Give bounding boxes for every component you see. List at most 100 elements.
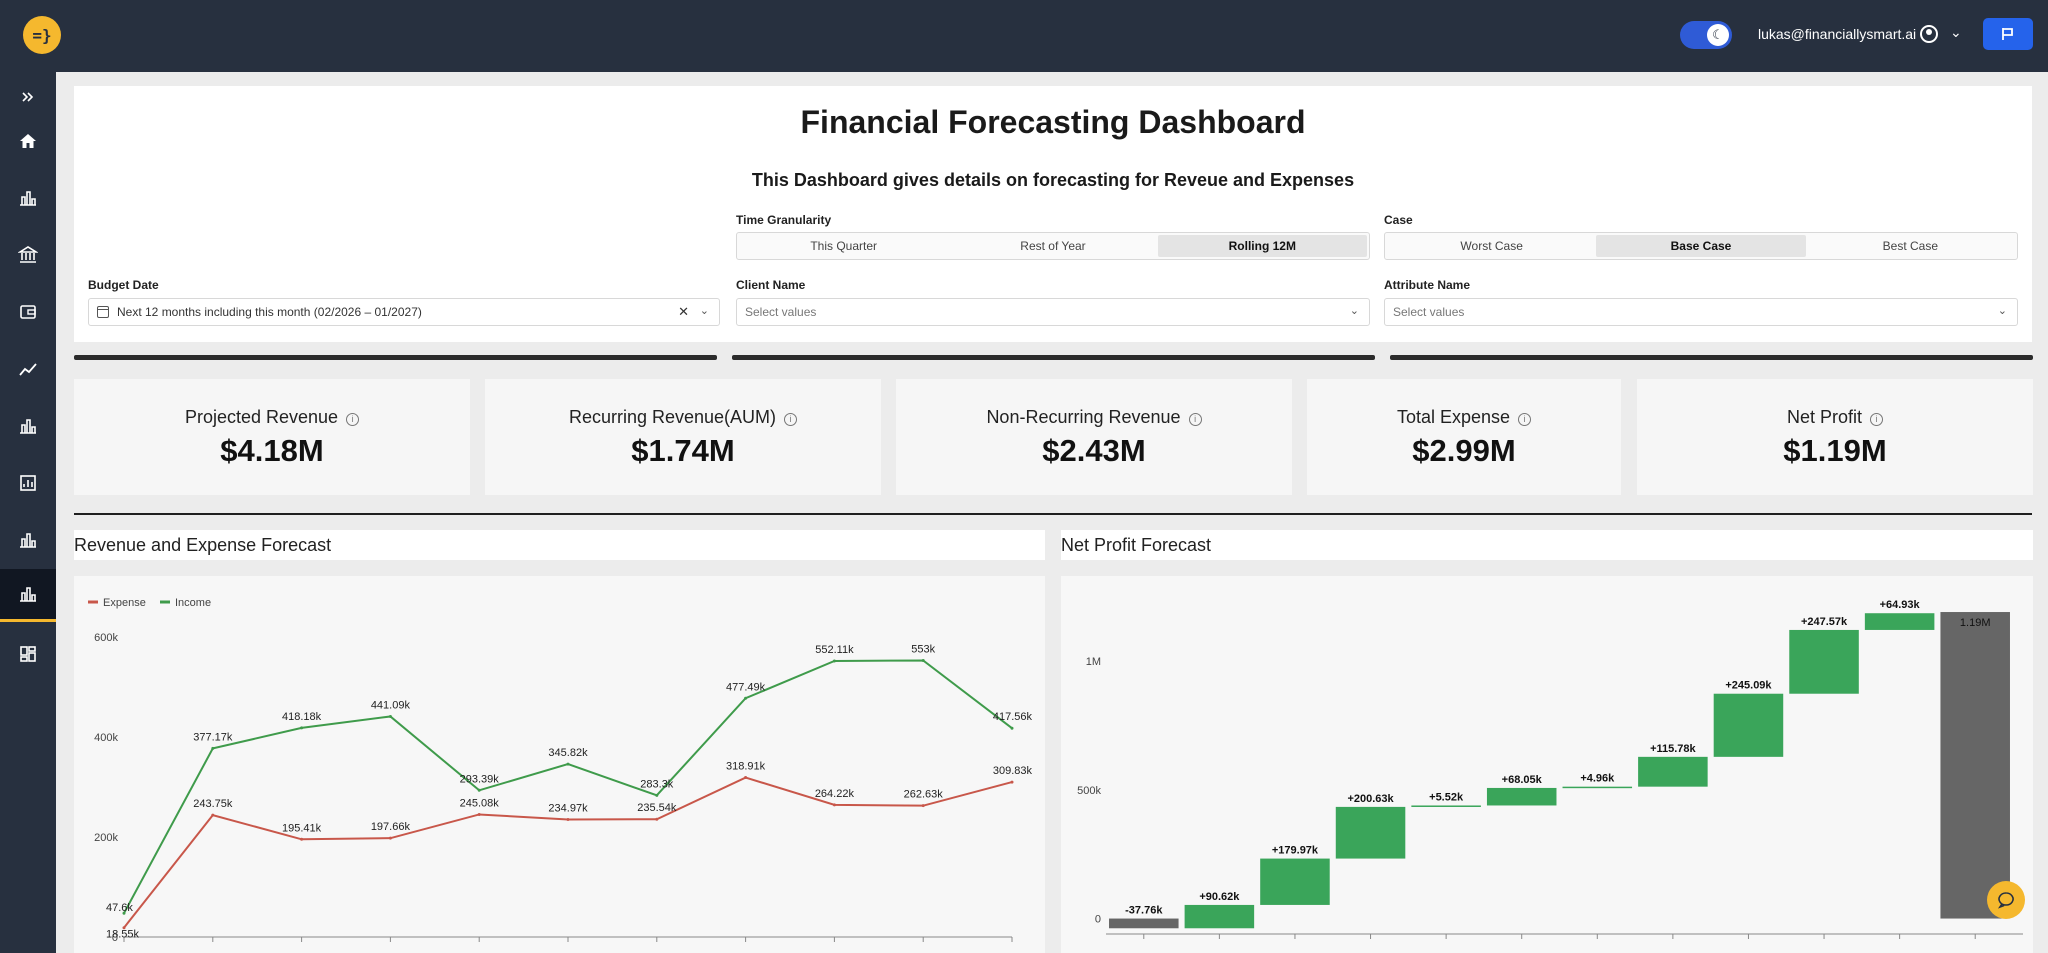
sidebar-item-reports[interactable] (0, 401, 56, 451)
budget-date-select[interactable]: Next 12 months including this month (02/… (88, 298, 720, 326)
y-tick-label: 200k (94, 832, 118, 844)
client-name-select[interactable]: Select values ⌄ (736, 298, 1370, 326)
data-point-expense (921, 804, 925, 808)
kpi-value: $2.43M (1042, 433, 1146, 468)
data-point-income (122, 911, 126, 915)
info-icon[interactable]: i (784, 413, 798, 426)
home-icon (20, 134, 36, 148)
sidebar-expand-button[interactable] (0, 72, 56, 122)
case-option-best[interactable]: Best Case (1882, 239, 1938, 253)
waterfall-bar (1864, 613, 1935, 630)
kpi-value: $1.19M (1783, 433, 1887, 468)
clear-icon[interactable]: ✕ (678, 304, 689, 319)
revenue-expense-chart: Expense Income 0 200k 400k 600k 18.55k 243.75k 1… (74, 576, 1045, 953)
chat-button[interactable] (1987, 881, 2025, 919)
bar-chart-icon (20, 533, 36, 548)
budget-date-value: Next 12 months including this month (02/… (117, 305, 422, 319)
data-point-expense (832, 803, 836, 807)
sidebar-item-forecast[interactable] (0, 515, 56, 565)
waterfall-bar-label: +90.62k (1199, 891, 1240, 903)
data-point-income (566, 762, 570, 766)
expand-icon (22, 92, 34, 102)
sidebar-item-home[interactable] (0, 116, 56, 166)
waterfall-bar (1260, 858, 1330, 905)
y-tick-label: 1M (1086, 656, 1101, 668)
sidebar-item-dashboards[interactable] (0, 629, 56, 679)
revenue-expense-chart-title: Revenue and Expense Forecast (74, 530, 1045, 560)
series-line-income (123, 659, 1013, 914)
sidebar-item-wallet[interactable] (0, 287, 56, 337)
data-label-income: 293.39k (460, 773, 500, 785)
top-bar: =} ☾ lukas@financiallysmart.ai ⌄ (0, 0, 2048, 72)
data-label-expense: 197.66k (371, 821, 411, 833)
flag-icon (2002, 28, 2013, 40)
net-profit-chart-title: Net Profit Forecast (1061, 530, 2033, 560)
kpi-card-total-expense: Total Expense i $2.99M (1307, 379, 1621, 495)
waterfall-bar-label: +200.63k (1347, 793, 1394, 805)
sidebar-item-report-view[interactable] (0, 458, 56, 508)
sidebar-item-financial-forecasting[interactable] (0, 569, 56, 622)
data-label-expense: 235.54k (637, 802, 677, 814)
info-icon[interactable]: i (1870, 413, 1884, 426)
kpi-label: Recurring Revenue(AUM) (568, 407, 777, 427)
waterfall-bar (1335, 806, 1406, 859)
time-granularity-option-this-quarter[interactable]: This Quarter (810, 239, 877, 253)
waterfall-bar-label: +4.96k (1580, 773, 1615, 785)
waterfall-bar-label: +64.93k (1880, 599, 1921, 611)
data-point-expense (1010, 780, 1014, 784)
data-point-income (921, 659, 925, 662)
case-option-worst[interactable]: Worst Case (1460, 239, 1523, 253)
data-point-expense (211, 813, 215, 817)
page-title: Financial Forecasting Dashboard (800, 104, 1306, 140)
user-account-icon[interactable] (1920, 25, 1938, 43)
user-email: lukas@financiallysmart.ai (1758, 26, 1917, 42)
case-option-base[interactable]: Base Case (1596, 235, 1806, 257)
attribute-name-label: Attribute Name (1384, 278, 1471, 292)
section-divider (732, 355, 1375, 360)
y-tick-label: 500k (1077, 785, 1101, 797)
app-logo[interactable]: =} (23, 16, 61, 54)
time-granularity-option-rolling-12m[interactable]: Rolling 12M (1157, 235, 1367, 257)
data-point-income (655, 793, 659, 797)
info-icon[interactable]: i (346, 413, 360, 426)
sidebar-item-bank[interactable] (0, 230, 56, 280)
waterfall-bar (1109, 918, 1179, 929)
chevron-down-icon[interactable]: ⌄ (1349, 305, 1359, 317)
data-point-expense (388, 836, 392, 840)
info-icon[interactable]: i (1518, 413, 1532, 426)
kpi-value: $4.18M (220, 433, 324, 468)
data-point-income (832, 659, 836, 663)
waterfall-bar (1713, 693, 1784, 757)
y-tick-label: 600k (94, 632, 118, 644)
time-granularity-option-rest-of-year[interactable]: Rest of Year (1020, 239, 1086, 253)
data-label-expense: 195.41k (282, 822, 322, 834)
page-subtitle: This Dashboard gives details on forecast… (751, 170, 1355, 190)
feedback-button[interactable] (1983, 18, 2033, 50)
time-granularity-label: Time Granularity (736, 213, 832, 227)
client-name-label: Client Name (736, 278, 806, 292)
legend-label-expense: Expense (103, 597, 146, 609)
data-label-expense: 262.63k (904, 789, 944, 801)
info-icon[interactable]: i (1188, 413, 1202, 426)
wallet-icon (20, 305, 36, 319)
sidebar-item-trends[interactable] (0, 344, 56, 394)
chevron-down-icon[interactable]: ⌄ (1950, 24, 1962, 40)
data-label-expense: 243.75k (193, 798, 233, 810)
report-icon (20, 475, 36, 491)
y-tick-label: 0 (112, 932, 118, 944)
data-label-income: 377.17k (193, 731, 233, 743)
kpi-label: Total Expense (1396, 407, 1511, 427)
trend-icon (19, 363, 37, 376)
theme-toggle[interactable]: ☾ (1680, 21, 1732, 49)
chevron-down-icon[interactable]: ⌄ (1997, 305, 2007, 317)
waterfall-bar-label: +179.97k (1272, 845, 1319, 857)
waterfall-bar (1638, 756, 1708, 787)
attribute-name-select[interactable]: Select values ⌄ (1384, 298, 2018, 326)
sidebar-item-analytics[interactable] (0, 173, 56, 223)
bar-chart-icon (20, 419, 36, 434)
chevron-down-icon[interactable]: ⌄ (699, 305, 709, 317)
data-label-expense: 18.55k (106, 929, 140, 941)
waterfall-total-label: 1.19M (1960, 617, 1991, 629)
data-label-expense: 234.97k (548, 803, 588, 815)
data-point-expense (300, 837, 304, 841)
